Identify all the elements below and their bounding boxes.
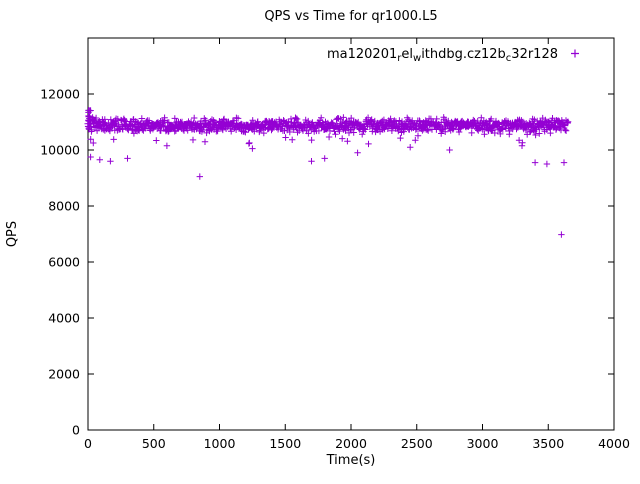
data-points-series bbox=[84, 107, 572, 238]
legend-plus-marker-icon bbox=[571, 49, 579, 58]
legend: ma120201relwithdbg.cz12bc32r128 bbox=[327, 47, 579, 64]
legend-label-subscript: c bbox=[506, 53, 512, 64]
scatter-points bbox=[84, 107, 572, 238]
x-tick-label: 1000 bbox=[204, 436, 236, 451]
legend-label-subscript: w bbox=[413, 53, 421, 64]
y-tick-label: 6000 bbox=[48, 255, 80, 270]
x-tick-label: 1500 bbox=[269, 436, 301, 451]
x-tick-label: 500 bbox=[142, 436, 166, 451]
x-tick-label: 2500 bbox=[401, 436, 433, 451]
legend-label-text: ma120201 bbox=[327, 47, 397, 62]
y-axis-ticks: 0 2000 4000 6000 8000 10000 12000 bbox=[40, 87, 614, 438]
legend-label-text: el bbox=[401, 47, 413, 62]
x-tick-label: 3500 bbox=[532, 436, 564, 451]
x-axis-label: Time(s) bbox=[326, 453, 376, 468]
y-tick-label: 10000 bbox=[40, 143, 80, 158]
legend-label: ma120201relwithdbg.cz12bc32r128 bbox=[327, 47, 558, 64]
y-axis-label: QPS bbox=[5, 221, 20, 247]
x-tick-label: 2000 bbox=[335, 436, 367, 451]
legend-label-text: ithdbg.cz12b bbox=[421, 47, 506, 62]
chart-title: QPS vs Time for qr1000.L5 bbox=[264, 9, 437, 24]
y-tick-label: 12000 bbox=[40, 87, 80, 102]
x-tick-label: 4000 bbox=[598, 436, 630, 451]
x-tick-label: 0 bbox=[84, 436, 92, 451]
y-tick-label: 2000 bbox=[48, 367, 80, 382]
x-tick-label: 3000 bbox=[467, 436, 499, 451]
legend-label-subscript: r bbox=[397, 53, 402, 64]
y-tick-label: 8000 bbox=[48, 199, 80, 214]
y-tick-label: 4000 bbox=[48, 311, 80, 326]
y-tick-label: 0 bbox=[72, 423, 80, 438]
x-axis-ticks: 0 500 1000 1500 2000 2500 3000 3500 4000 bbox=[84, 38, 630, 451]
plot-border bbox=[87, 37, 615, 431]
legend-label-text: 32r128 bbox=[511, 47, 558, 62]
